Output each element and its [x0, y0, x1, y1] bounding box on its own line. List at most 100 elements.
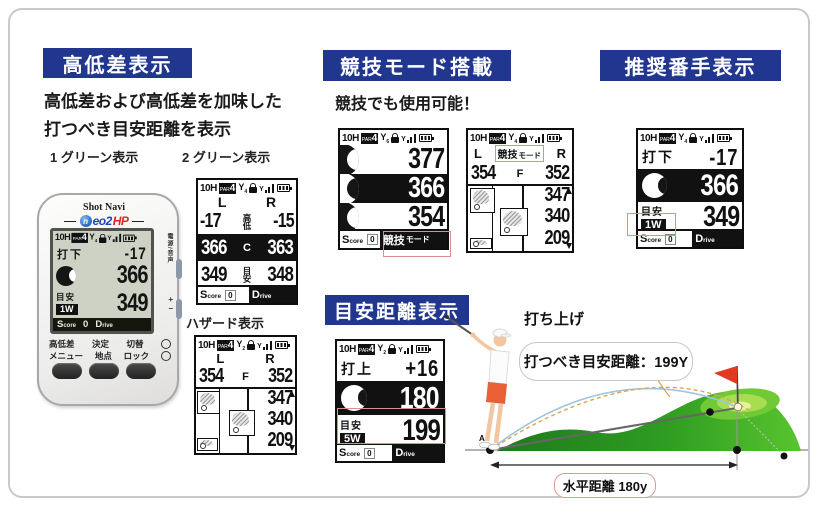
power-voice-label: 電源/音声	[166, 233, 172, 264]
right-green-label: R	[265, 351, 275, 366]
satellite-icon: Y2	[377, 342, 387, 356]
distance-value: 366	[117, 261, 149, 289]
key-labels-row2: メニュー 地点 ロック	[49, 350, 171, 362]
elevation-desc-line2: 打つべき目安距離を表示	[44, 120, 231, 139]
score-value: 0	[83, 319, 89, 330]
drive-label: Drive	[695, 233, 715, 245]
par-badge: PAR 4	[216, 339, 235, 351]
score-label: Score	[342, 233, 364, 246]
page-border	[8, 8, 810, 498]
lock-icon	[689, 133, 698, 143]
volume-rocker-labels: + −	[168, 295, 173, 313]
signal-icon: Y	[257, 340, 273, 350]
club-badge: 5W	[340, 432, 365, 446]
lcd-bottom-bar: Score 0 Drive	[337, 443, 443, 461]
model-logo: n eo2 HP	[39, 214, 169, 228]
par-badge: PAR 4	[658, 132, 677, 144]
score-value: 0	[665, 233, 676, 245]
signal-icon: Y	[107, 233, 122, 243]
score-label: Score	[640, 233, 662, 245]
bunker-icon	[500, 208, 528, 236]
lcd-status-bar: 10H PAR 4 Y2 Y	[337, 341, 443, 356]
overshoot-marker	[780, 452, 788, 460]
elevation-label: 打下	[57, 248, 83, 261]
center-label: C	[243, 241, 251, 254]
gps-device: Shot Navi n eo2 HP 10H PAR 4 Y4 Y 打下 -17 …	[37, 193, 182, 406]
lock-icon	[98, 233, 107, 243]
battery-icon	[123, 234, 138, 242]
hazard-map: 347 340 209	[468, 184, 572, 251]
club-badge: 1W	[641, 219, 666, 232]
screen-club-recommendation: 10H PAR 4 Y4 Y 打下 -17 366 目安 1W 349 Score…	[636, 128, 744, 249]
green-icon	[340, 174, 359, 203]
center-distance-left: 366	[201, 235, 227, 259]
section-header-club: 推奨番手表示	[600, 50, 781, 81]
lock-icon	[519, 133, 528, 143]
satellite-icon: Y4	[89, 232, 98, 244]
arrow-head-left	[490, 461, 499, 469]
hole-number: 10H	[200, 182, 217, 194]
lcd-bottom-bar: Score 0 競技 モード	[340, 229, 447, 248]
screen-competition-green: 10H PAR 4 Y6 Y 377 366 354 Score 0 競技 モード	[338, 128, 449, 250]
guide-right: 348	[267, 262, 293, 286]
model-name-neo: eo2	[92, 214, 113, 228]
drive-label: Drive	[395, 447, 415, 459]
guide-value: 349	[117, 288, 149, 317]
section-header-guide: 目安距離表示	[325, 295, 469, 325]
guide-label: 目安	[56, 292, 76, 302]
up-arrow-icon	[566, 188, 572, 194]
green-icon	[642, 173, 667, 198]
elevation-label-stack: 高低	[242, 212, 252, 231]
screen-guide-distance: 10H PAR 4 Y2 Y 打上 +16 180 目安 5W 199 Score…	[335, 339, 445, 463]
bunker-icon	[470, 238, 492, 249]
key-menu: メニュー	[49, 351, 84, 361]
battery-icon	[274, 341, 290, 349]
lcd-bottom-bar: Score 0 Drive	[638, 229, 742, 247]
score-label: Score	[339, 447, 361, 459]
key-switch: 切替	[126, 339, 144, 349]
brand-logo: Shot Navi	[83, 202, 125, 213]
guide-left: 349	[201, 262, 227, 286]
elevation-label: 打上	[341, 360, 373, 377]
elevation-value: -17	[124, 243, 147, 263]
green-icon	[56, 265, 76, 286]
base-of-flag-marker	[733, 446, 741, 454]
lcd-status-bar: 10H PAR 4 Y4 Y	[468, 130, 572, 145]
guide-label: 目安	[340, 420, 362, 432]
hazard-distance: 340	[267, 408, 293, 430]
overshoot-line	[736, 407, 784, 456]
hole-number: 10H	[470, 132, 487, 144]
guide-value: 349	[702, 201, 740, 233]
competition-mode-label: 競技	[382, 234, 405, 247]
hazard-map: 347 340 209	[196, 387, 295, 453]
competition-mode-label-small: モード	[405, 235, 430, 244]
front-left: 354	[471, 162, 496, 184]
key-labels-row1: 高低差 決定 切替	[49, 338, 171, 350]
guide-value: 199	[402, 414, 440, 447]
lcd-status-bar: 10H PAR 4 Y4 Y	[638, 130, 742, 145]
model-name-hp: HP	[112, 214, 129, 228]
signal-icon: Y	[699, 133, 715, 143]
right-green-label: R	[266, 194, 277, 210]
key-enter: 決定	[92, 339, 110, 349]
green-point-marker	[706, 408, 714, 416]
lock-icon	[388, 344, 397, 354]
volume-minus: −	[168, 304, 173, 313]
screen-competition-hazard: 10H PAR 4 Y4 Y L 競技 モード R 354 F 352 34	[466, 128, 574, 253]
satellite-icon: Y4	[678, 131, 688, 145]
left-green-label: L	[216, 351, 225, 366]
up-arrow-icon	[289, 391, 295, 397]
hazard-distance: 209	[267, 429, 293, 451]
lcd-bottom-bar: Score 0 Drive	[198, 285, 296, 303]
screen-hazard: 10H PAR 4 Y2 Y L R 354 F 352 347 340 209	[194, 335, 297, 455]
par-badge: PAR 4	[360, 132, 379, 144]
side-button	[176, 299, 182, 319]
elevation-value: +16	[405, 355, 439, 381]
hole-number: 10H	[342, 132, 359, 144]
hazard-distance: 347	[544, 184, 570, 206]
guide-label: 目安	[641, 207, 663, 218]
fairway-line	[218, 389, 221, 453]
signal-icon: Y	[259, 183, 275, 193]
bunker-icon	[197, 391, 220, 414]
